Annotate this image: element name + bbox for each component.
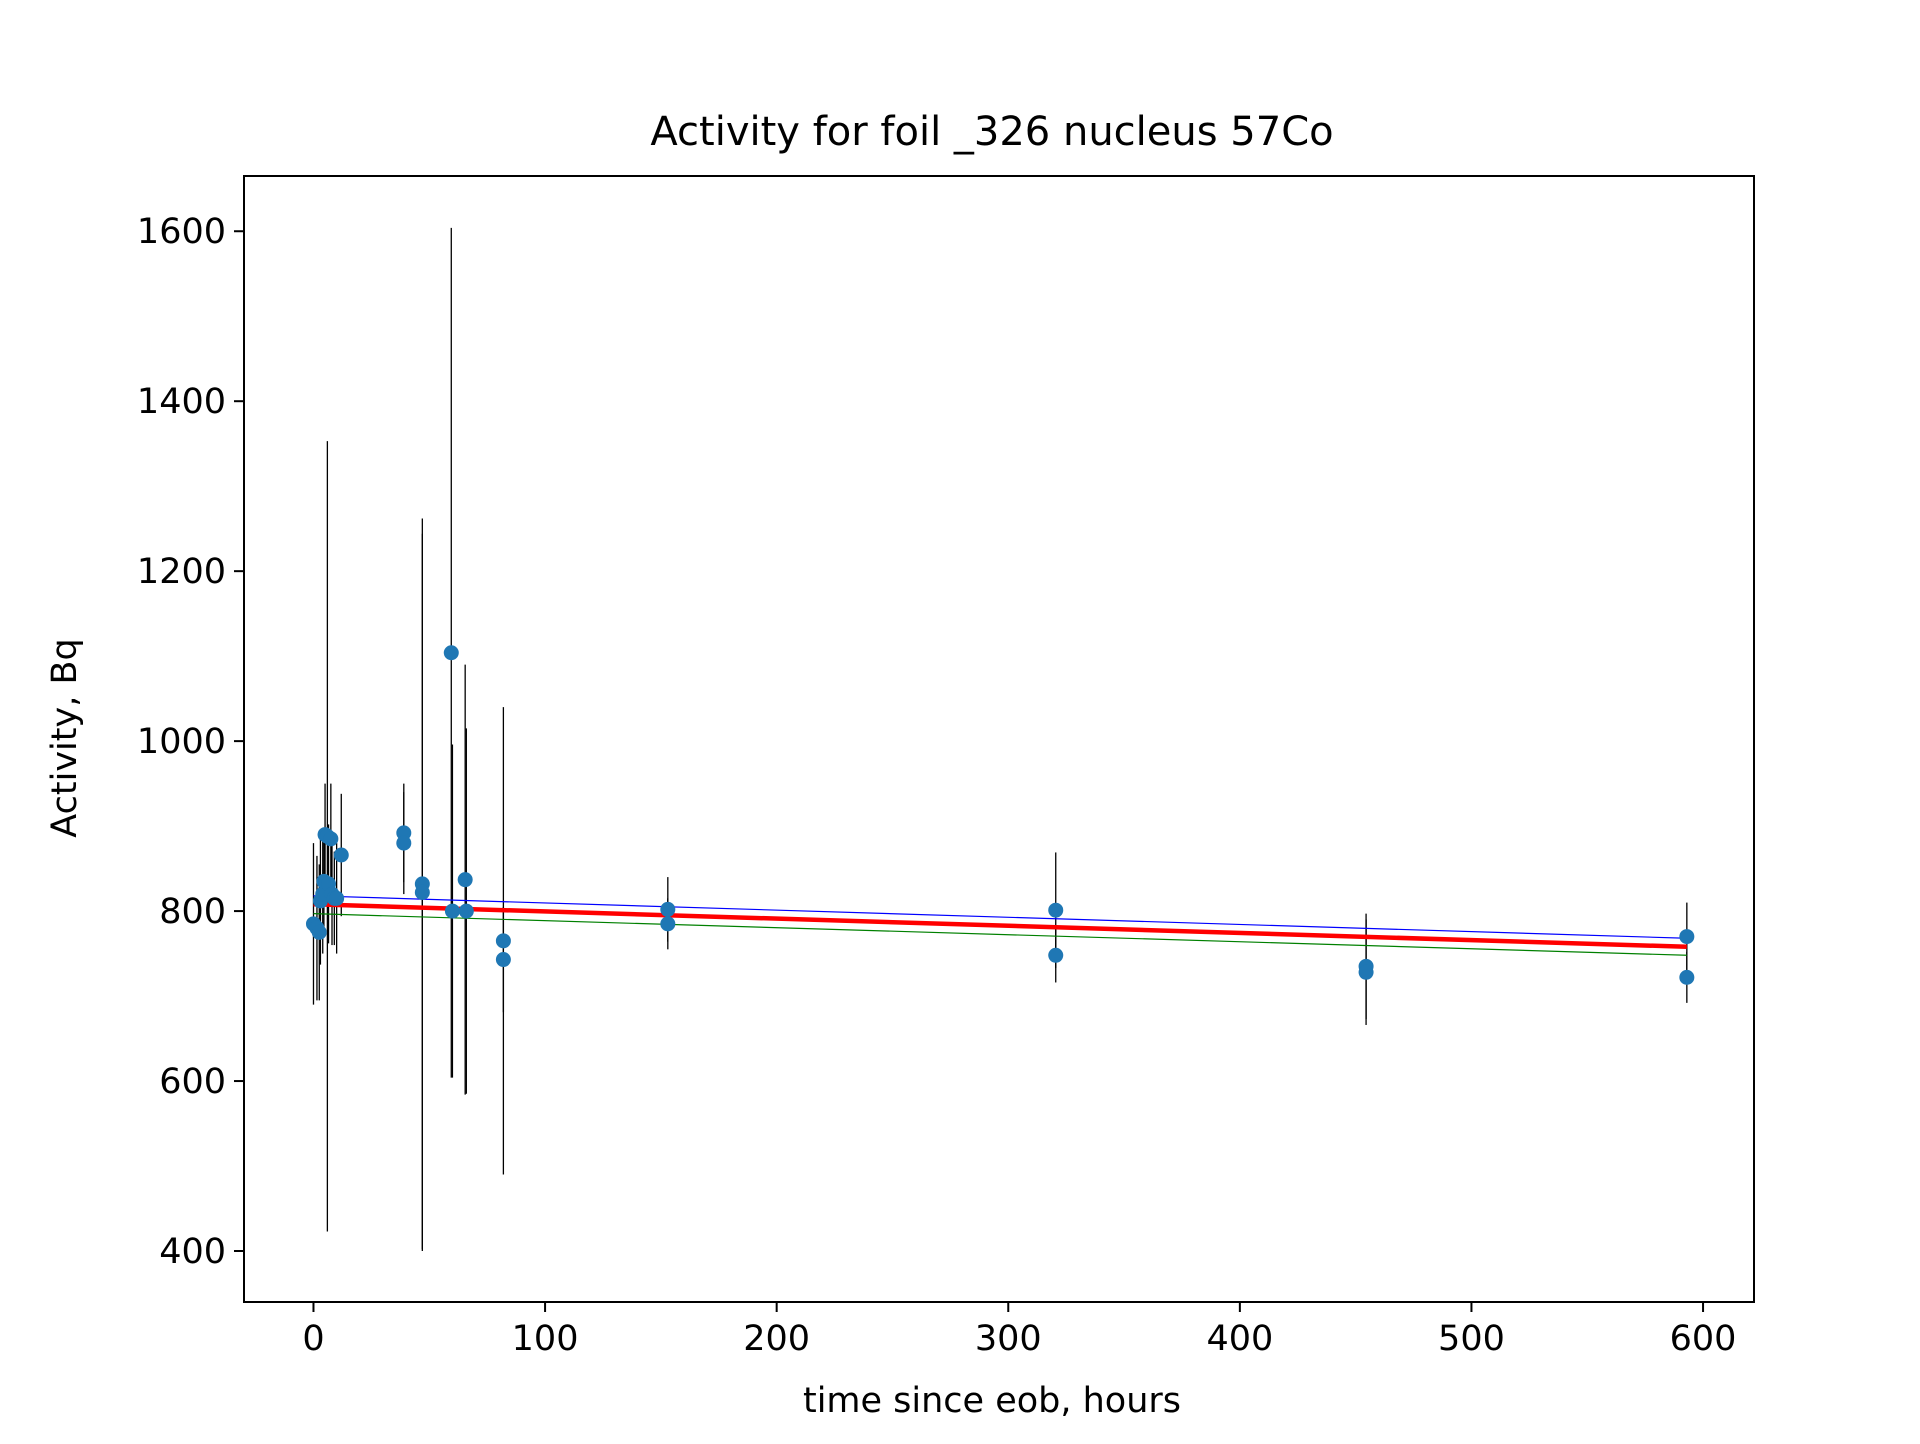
data-point-26 <box>1048 902 1064 918</box>
data-point-15 <box>396 835 412 851</box>
x-tick-label-0: 0 <box>302 1319 324 1359</box>
y-tick-label-0: 400 <box>159 1232 226 1272</box>
y-axis-label: Activity, Bq <box>45 638 85 837</box>
y-tick-label-5: 1400 <box>137 382 226 422</box>
x-tick-label-4: 400 <box>1206 1319 1273 1359</box>
data-point-24 <box>660 901 676 917</box>
x-tick-label-6: 600 <box>1670 1319 1737 1359</box>
data-point-13 <box>333 847 349 863</box>
data-point-17 <box>414 884 430 900</box>
fit-line <box>313 902 1687 950</box>
lower-fit-line <box>313 913 1687 956</box>
data-point-21 <box>458 903 474 919</box>
x-tick-label-5: 500 <box>1438 1319 1505 1359</box>
chart-title: Activity for foil _326 nucleus 57Co <box>650 109 1333 155</box>
data-point-19 <box>444 903 460 919</box>
data-point-29 <box>1358 964 1374 980</box>
data-point-27 <box>1048 947 1064 963</box>
data-point-25 <box>660 916 676 932</box>
data-point-31 <box>1679 969 1695 985</box>
y-tick-label-3: 1000 <box>137 722 226 762</box>
plot-area <box>305 227 1695 1252</box>
y-tick-label-1: 600 <box>159 1062 226 1102</box>
data-point-23 <box>495 952 511 968</box>
axes-frame <box>243 175 1755 1303</box>
data-point-30 <box>1679 929 1695 945</box>
y-tick-label-6: 1600 <box>137 212 226 252</box>
x-tick-label-1: 100 <box>512 1319 579 1359</box>
x-axis-label: time since eob, hours <box>803 1381 1181 1421</box>
data-point-18 <box>443 645 459 661</box>
x-tick-label-3: 300 <box>975 1319 1042 1359</box>
data-point-12 <box>329 890 345 906</box>
data-point-9 <box>323 831 339 847</box>
x-tick-label-2: 200 <box>743 1319 810 1359</box>
data-point-20 <box>457 872 473 888</box>
axes: 0 100 200 300 400 500 600 400 600 800 1000 1200 1400… <box>137 175 1755 1359</box>
y-tick-label-4: 1200 <box>137 552 226 592</box>
data-point-2 <box>311 924 327 940</box>
upper-fit-line <box>313 895 1687 939</box>
data-point-22 <box>495 933 511 949</box>
y-tick-label-2: 800 <box>159 892 226 932</box>
